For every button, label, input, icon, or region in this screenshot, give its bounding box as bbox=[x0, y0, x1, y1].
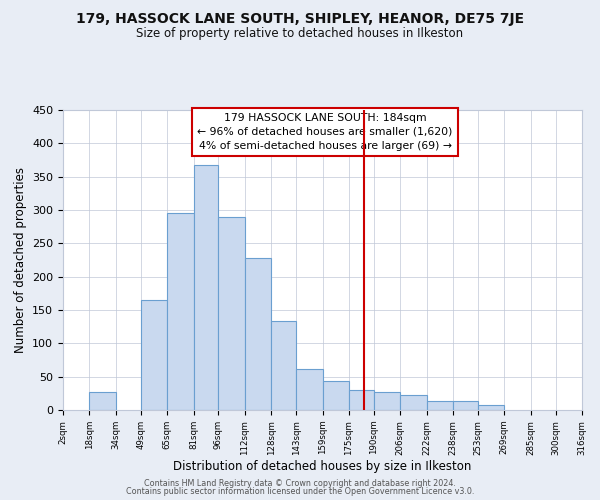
Bar bbox=[245, 258, 271, 410]
Bar bbox=[374, 392, 400, 410]
Bar bbox=[478, 406, 505, 410]
Text: Contains HM Land Registry data © Crown copyright and database right 2024.: Contains HM Land Registry data © Crown c… bbox=[144, 478, 456, 488]
Text: 179, HASSOCK LANE SOUTH, SHIPLEY, HEANOR, DE75 7JE: 179, HASSOCK LANE SOUTH, SHIPLEY, HEANOR… bbox=[76, 12, 524, 26]
Text: 179 HASSOCK LANE SOUTH: 184sqm
← 96% of detached houses are smaller (1,620)
4% o: 179 HASSOCK LANE SOUTH: 184sqm ← 96% of … bbox=[197, 113, 453, 151]
Y-axis label: Number of detached properties: Number of detached properties bbox=[14, 167, 26, 353]
Bar bbox=[427, 400, 453, 410]
Bar bbox=[194, 164, 218, 410]
Bar bbox=[167, 212, 194, 410]
Text: Size of property relative to detached houses in Ilkeston: Size of property relative to detached ho… bbox=[136, 28, 464, 40]
Text: Contains public sector information licensed under the Open Government Licence v3: Contains public sector information licen… bbox=[126, 487, 474, 496]
Bar bbox=[400, 394, 427, 410]
Bar bbox=[349, 390, 374, 410]
Bar bbox=[296, 368, 323, 410]
X-axis label: Distribution of detached houses by size in Ilkeston: Distribution of detached houses by size … bbox=[173, 460, 472, 473]
Bar bbox=[140, 300, 167, 410]
Bar bbox=[323, 380, 349, 410]
Bar bbox=[89, 392, 116, 410]
Bar bbox=[218, 216, 245, 410]
Bar bbox=[271, 320, 296, 410]
Bar bbox=[453, 402, 478, 410]
